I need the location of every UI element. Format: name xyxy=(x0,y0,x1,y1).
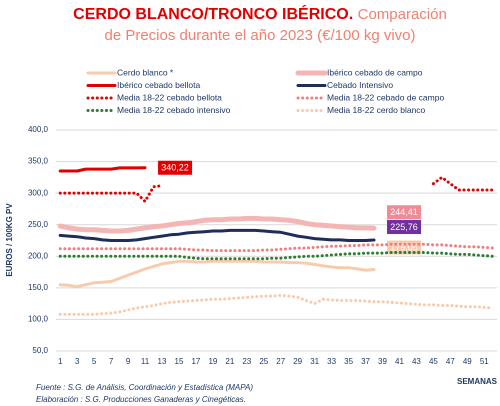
series-line xyxy=(58,228,376,242)
x-tick-label: 3 xyxy=(75,357,80,366)
x-tick-label: 31 xyxy=(310,357,319,366)
x-tick-label: 45 xyxy=(429,357,438,366)
x-tick-label: 1 xyxy=(58,357,63,366)
series-line xyxy=(57,215,377,234)
x-tick-label: 5 xyxy=(92,357,97,366)
legend-label: Cerdo blanco * xyxy=(117,67,174,77)
title-block: CERDO BLANCO/TRONCO IBÉRICO. Comparación… xyxy=(70,4,450,46)
x-tick-label: 51 xyxy=(480,357,489,366)
x-tick-label: 25 xyxy=(259,357,268,366)
credit-note: Elaboración : S.G. Producciones Ganadera… xyxy=(36,395,246,404)
series-line xyxy=(58,175,495,204)
value-label: 244,41 xyxy=(390,207,418,217)
value-label-box xyxy=(387,205,422,220)
x-tick-label: 13 xyxy=(158,357,167,366)
legend-label: Ibérico cebado bellota xyxy=(117,80,200,90)
x-tick-label: 9 xyxy=(126,357,131,366)
x-tick-label: 47 xyxy=(446,357,455,366)
y-tick-label: 50,0 xyxy=(32,346,48,355)
x-tick-label: 33 xyxy=(327,357,336,366)
legend-label: Media 18-22 cebado intensivo xyxy=(117,105,231,115)
legend-label: Media 18-22 cebado de campo xyxy=(327,92,444,102)
y-tick-label: 250,0 xyxy=(28,220,49,229)
series-line xyxy=(58,242,495,253)
legend-label: Cebado Intensivo xyxy=(327,80,393,90)
x-axis-label: SEMANAS xyxy=(457,377,498,386)
x-tick-label: 41 xyxy=(395,357,404,366)
chart-subtitle: Comparación de Precios durante el año 20… xyxy=(104,6,447,44)
x-tick-label: 27 xyxy=(276,357,285,366)
value-label-box xyxy=(158,160,193,175)
x-tick-label: 49 xyxy=(463,357,472,366)
legend-label: Media 18-22 cerdo blanco xyxy=(327,105,426,115)
x-tick-label: 21 xyxy=(225,357,234,366)
x-tick-label: 37 xyxy=(361,357,370,366)
y-tick-label: 350,0 xyxy=(28,157,49,166)
y-tick-label: 300,0 xyxy=(28,188,49,197)
x-tick-label: 17 xyxy=(191,357,200,366)
x-tick-label: 19 xyxy=(208,357,217,366)
x-tick-label: 39 xyxy=(378,357,387,366)
y-tick-label: 400,0 xyxy=(28,125,49,134)
x-tick-label: 11 xyxy=(141,357,150,366)
y-tick-label: 200,0 xyxy=(28,251,49,260)
x-tick-label: 29 xyxy=(293,357,302,366)
chart-title: CERDO BLANCO/TRONCO IBÉRICO. xyxy=(73,6,354,23)
series-line xyxy=(58,251,495,261)
y-tick-label: 150,0 xyxy=(28,283,49,292)
source-note: Fuente : S.G. de Análisis, Coordinación … xyxy=(36,383,253,392)
x-tick-label: 35 xyxy=(344,357,353,366)
y-tick-label: 100,0 xyxy=(28,315,49,324)
series-line xyxy=(58,259,376,289)
series-line xyxy=(58,166,147,173)
x-tick-label: 7 xyxy=(109,357,114,366)
y-axis-label: EUROS / 100KG PV xyxy=(5,203,14,277)
series-line xyxy=(58,293,495,316)
legend-label: Ibérico cebado de campo xyxy=(327,67,423,77)
x-tick-label: 23 xyxy=(242,357,251,366)
x-tick-label: 15 xyxy=(175,357,184,366)
value-label-box xyxy=(387,220,422,235)
legend-label: Media 18-22 cebado bellota xyxy=(117,92,222,102)
value-label: 340,22 xyxy=(161,163,189,173)
value-label: 179,05 xyxy=(390,242,418,252)
value-label: 225,76 xyxy=(390,222,418,232)
x-tick-label: 43 xyxy=(412,357,421,366)
